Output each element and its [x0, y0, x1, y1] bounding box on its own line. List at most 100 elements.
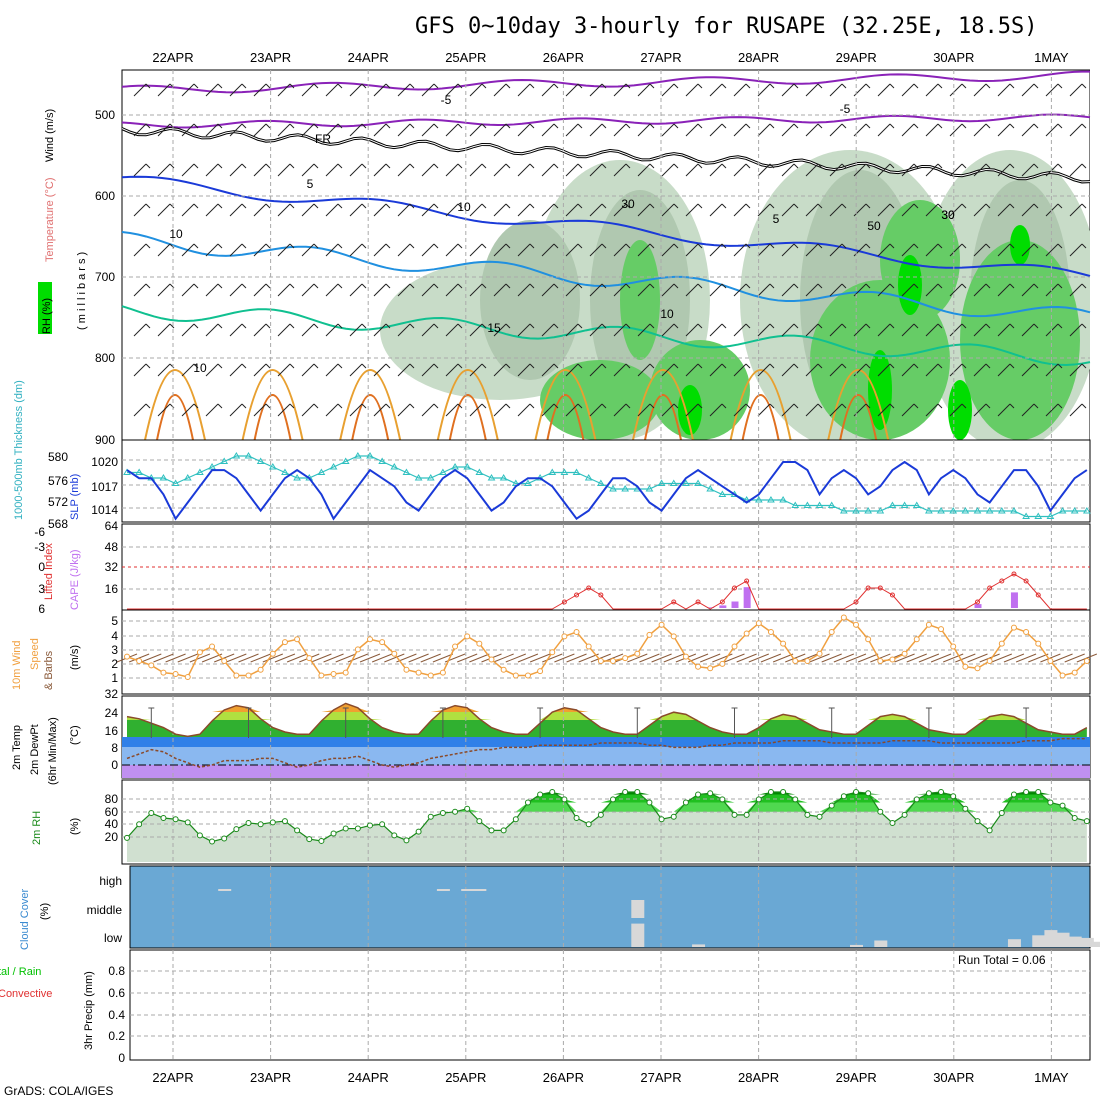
thickness-point	[353, 452, 362, 459]
wind-barb-flag	[337, 243, 343, 249]
wind-barb-flag	[793, 123, 799, 129]
wind-barb-flag	[241, 243, 247, 249]
wind-barb	[781, 243, 795, 257]
rh2m-point	[670, 813, 677, 820]
wind-barb-flag	[385, 83, 391, 89]
wind-barb-flag	[649, 83, 655, 89]
wind-barb	[997, 123, 1011, 137]
wind-barb	[325, 403, 339, 417]
wind-barb-flag	[937, 363, 943, 369]
wind-barb	[901, 283, 915, 297]
wind-barb-flag	[1057, 123, 1063, 129]
thickness-point	[1082, 507, 1091, 514]
wind-barb-flag	[553, 363, 559, 369]
wind-barb-flag	[361, 243, 367, 249]
wind-speed-point	[561, 633, 568, 640]
wind-barb-flag	[553, 123, 559, 129]
wind-barb	[781, 123, 795, 137]
wind-barb-flag	[433, 363, 439, 369]
wind-barb-flag	[457, 243, 463, 249]
wind-barb	[397, 323, 411, 337]
wind-barb-flag	[745, 323, 751, 329]
lifted-index-point	[1011, 571, 1017, 577]
wind-barb-flag	[841, 83, 847, 89]
thickness-point	[888, 501, 897, 508]
wind-barb-flag	[625, 83, 631, 89]
wind-barb-flag	[985, 283, 991, 289]
wind-barb-flag	[553, 83, 559, 89]
wind-barb-flag	[505, 83, 511, 89]
wind-barb-flag	[601, 243, 607, 249]
surface-wind-barb	[663, 653, 684, 663]
precip-tick: 0	[118, 1051, 125, 1065]
wind-barb-flag	[217, 363, 223, 369]
wind-barb-flag	[289, 363, 295, 369]
cloud-low-bar	[1056, 932, 1070, 947]
rh2m-point	[391, 832, 398, 839]
wind-barb-flag	[793, 203, 799, 209]
clip-mask	[1090, 66, 1100, 446]
wind-barb-flag	[1009, 403, 1015, 409]
wind-barb	[1069, 203, 1083, 217]
lifted-index-point	[586, 585, 592, 591]
wind-barb-flag	[481, 83, 487, 89]
wind-barb-flag	[913, 243, 919, 249]
wind-barb	[877, 163, 891, 177]
wind-barb	[277, 203, 291, 217]
wind-barb-flag	[289, 83, 295, 89]
wind-barb	[805, 243, 819, 257]
top-date-label: 22APR	[152, 50, 193, 65]
wind-barb	[829, 243, 843, 257]
wind-barb	[1069, 123, 1083, 137]
wind-barb-flag	[313, 323, 319, 329]
wind-barb	[181, 83, 195, 97]
rh2m-point	[464, 805, 471, 812]
surface-wind-barb	[1003, 653, 1025, 663]
surface-wind-barb	[457, 653, 478, 663]
wind-barb	[685, 83, 699, 97]
wind-barb-flag	[697, 163, 703, 169]
wind-speed-point	[136, 658, 143, 664]
wind-barb-flag	[841, 403, 847, 409]
wind-barb	[229, 403, 243, 417]
wind-barb-flag	[745, 403, 751, 409]
wind-barb-flag	[409, 123, 415, 129]
wind-barb-flag	[961, 403, 967, 409]
rh2m-point	[549, 788, 556, 795]
thickness-point	[1034, 512, 1043, 519]
wind-barb-flag	[385, 163, 391, 169]
cloud-panel-frame	[129, 865, 1091, 949]
wind-barb-flag	[1033, 403, 1039, 409]
thickness-point	[524, 479, 532, 486]
rh2m-fill-band	[127, 791, 1087, 803]
temp-tick: 16	[105, 724, 119, 738]
wind-barb	[829, 363, 843, 377]
wind-barb-flag	[433, 123, 439, 129]
wind-barb	[637, 363, 651, 377]
wind-barb-flag	[649, 363, 655, 369]
wind-barb-flag	[817, 203, 823, 209]
wind-barb-flag	[769, 363, 775, 369]
wind-barb-flag	[265, 243, 271, 249]
wind-barb-flag	[841, 323, 847, 329]
wind-barb	[445, 203, 459, 217]
wind-barb	[1069, 163, 1083, 177]
wind-barb	[829, 163, 843, 177]
rh2m-point	[367, 822, 373, 829]
temp-fill-hot	[127, 703, 1087, 720]
isotherm-minus5-lower	[121, 113, 1091, 129]
wind-barb-flag	[505, 203, 511, 209]
wind-barb-flag	[697, 243, 703, 249]
wind-barb	[181, 163, 195, 177]
wind-barb	[733, 163, 747, 177]
wind-barb	[517, 163, 531, 177]
wind-barb	[517, 323, 531, 337]
wind-barb-flag	[793, 323, 799, 329]
wind-barb	[661, 283, 675, 297]
wind-barb-flag	[1033, 363, 1039, 369]
wind-speed-point	[792, 658, 799, 664]
wind-barb	[229, 203, 243, 217]
surface-wind-barb	[651, 653, 672, 663]
wind-barb	[733, 123, 747, 137]
wind-barb	[949, 363, 963, 377]
